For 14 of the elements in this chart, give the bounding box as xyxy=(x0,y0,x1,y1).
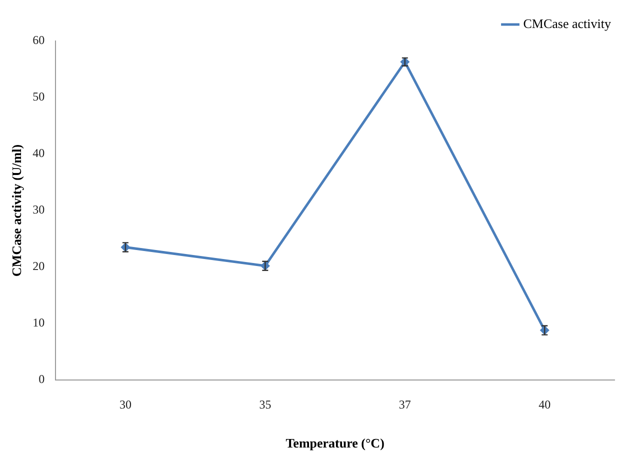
y-tick-label: 60 xyxy=(32,33,45,48)
legend-label: CMCase activity xyxy=(523,16,612,31)
y-axis-title: CMCase activity (U/ml) xyxy=(9,144,24,277)
y-tick-label: 0 xyxy=(38,372,45,386)
x-tick-label: 40 xyxy=(538,397,551,412)
x-tick-label: 30 xyxy=(119,397,132,412)
y-tick-label: 30 xyxy=(32,202,45,217)
y-tick-label: 10 xyxy=(32,316,45,330)
y-tick-label: 40 xyxy=(32,146,45,160)
y-tick-label: 50 xyxy=(32,90,45,104)
x-tick-label: 37 xyxy=(398,397,411,412)
x-axis-title: Temperature (°C) xyxy=(286,436,384,451)
x-tick-label: 35 xyxy=(259,397,272,412)
y-tick-label: 20 xyxy=(32,259,45,274)
